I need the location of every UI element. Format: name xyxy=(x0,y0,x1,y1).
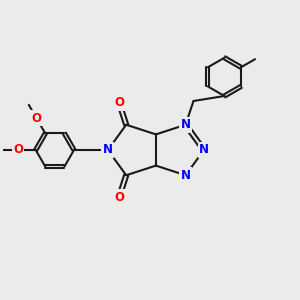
Text: O: O xyxy=(32,112,41,124)
Text: N: N xyxy=(181,118,190,131)
Text: O: O xyxy=(114,96,124,110)
Text: N: N xyxy=(181,169,190,182)
Text: O: O xyxy=(13,143,23,157)
Text: N: N xyxy=(199,143,209,157)
Text: O: O xyxy=(114,190,124,204)
Text: N: N xyxy=(103,143,113,157)
